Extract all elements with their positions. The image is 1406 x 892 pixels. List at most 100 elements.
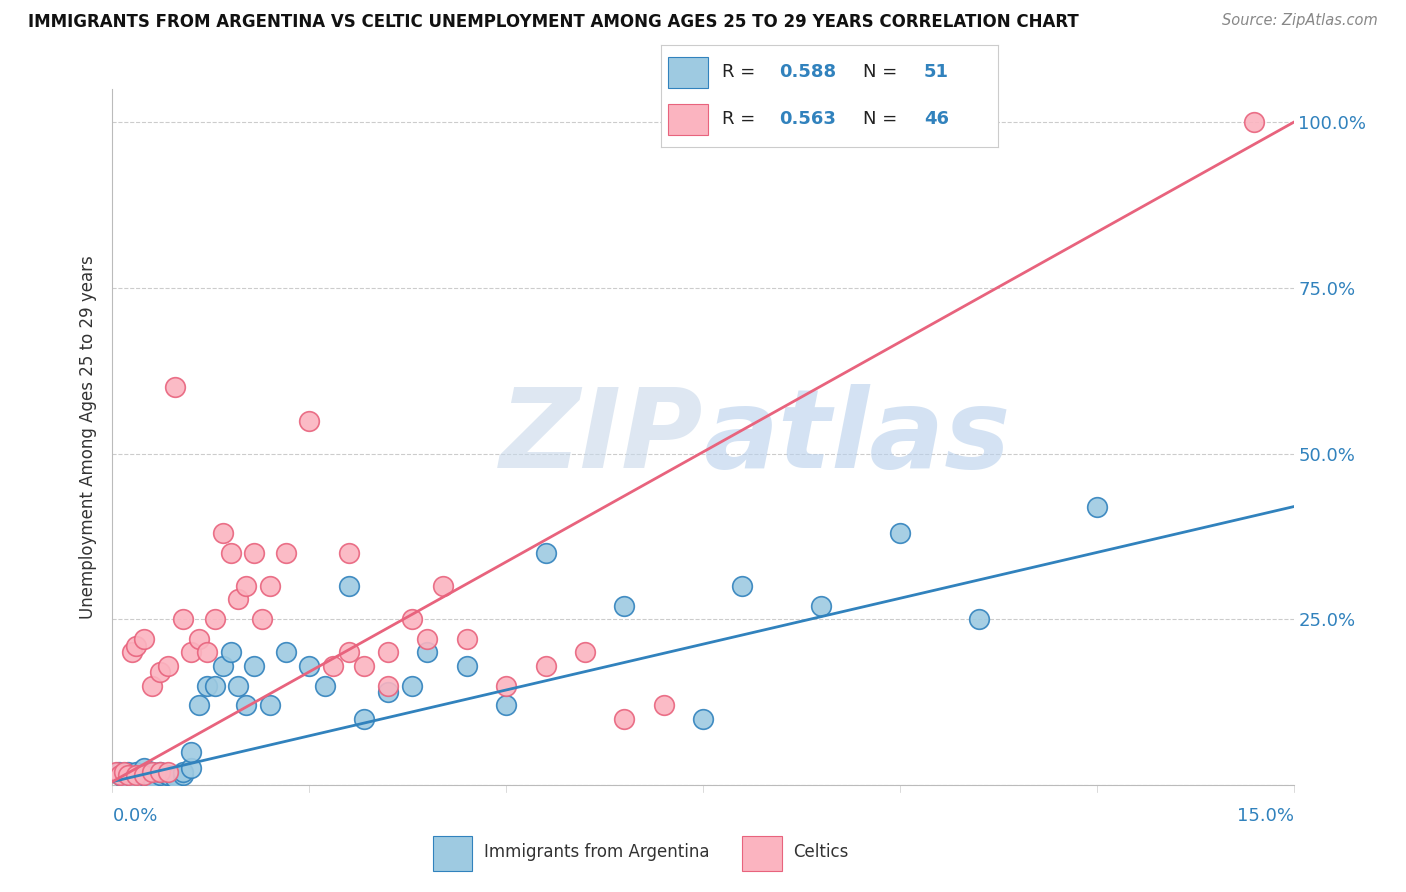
Point (401, 679, 423, 693)
Text: 15.0%: 15.0% (1236, 807, 1294, 825)
Point (298, 658, 321, 673)
Text: Immigrants from Argentina: Immigrants from Argentina (484, 843, 709, 861)
Text: 0.563: 0.563 (779, 111, 835, 128)
Point (274, 546, 297, 560)
Bar (668, 57, 709, 87)
Point (172, 764, 194, 779)
Text: ZIP: ZIP (499, 384, 703, 491)
Text: 46: 46 (924, 111, 949, 128)
Text: IMMIGRANTS FROM ARGENTINA VS CELTIC UNEMPLOYMENT AMONG AGES 25 TO 29 YEARS CORRE: IMMIGRANTS FROM ARGENTINA VS CELTIC UNEM… (28, 13, 1078, 31)
Text: N =: N = (863, 63, 903, 81)
Point (692, 712, 714, 726)
Point (534, 658, 557, 673)
Text: N =: N = (863, 111, 903, 128)
Point (495, 679, 517, 693)
Point (889, 526, 911, 541)
Point (259, 579, 281, 593)
Point (574, 645, 596, 659)
Point (235, 579, 257, 593)
Point (141, 768, 163, 782)
Text: R =: R = (721, 63, 761, 81)
Point (243, 546, 266, 560)
Point (132, 768, 155, 782)
Text: R =: R = (721, 111, 761, 128)
Text: 51: 51 (924, 63, 949, 81)
Point (219, 645, 242, 659)
Point (613, 712, 636, 726)
Point (112, 772, 135, 786)
Point (377, 685, 399, 699)
Point (180, 745, 202, 759)
Point (165, 768, 187, 782)
Point (274, 645, 297, 659)
Point (172, 768, 194, 782)
Point (112, 764, 135, 779)
Point (141, 764, 163, 779)
Point (416, 632, 439, 647)
Point (250, 612, 273, 626)
Point (107, 764, 129, 779)
Point (121, 768, 143, 782)
Text: atlas: atlas (703, 384, 1011, 491)
Point (731, 579, 754, 593)
Point (401, 612, 423, 626)
Point (235, 698, 257, 713)
Point (456, 632, 478, 647)
Point (180, 645, 202, 659)
Point (259, 698, 281, 713)
Text: Source: ZipAtlas.com: Source: ZipAtlas.com (1222, 13, 1378, 29)
Bar (433, 837, 472, 871)
Text: 0.588: 0.588 (779, 63, 837, 81)
Point (149, 764, 172, 779)
Point (337, 546, 360, 560)
Point (810, 599, 832, 613)
Point (416, 645, 439, 659)
Point (121, 645, 143, 659)
Point (125, 768, 148, 782)
Point (136, 772, 159, 786)
Point (125, 774, 148, 789)
Point (377, 679, 399, 693)
Point (337, 579, 360, 593)
Point (188, 632, 211, 647)
Point (165, 380, 187, 394)
Point (149, 768, 172, 782)
Y-axis label: Unemployment Among Ages 25 to 29 years: Unemployment Among Ages 25 to 29 years (79, 255, 97, 619)
Point (172, 612, 194, 626)
Point (105, 764, 128, 779)
Point (228, 679, 250, 693)
Point (125, 639, 148, 653)
Point (534, 546, 557, 560)
Point (195, 679, 218, 693)
Point (314, 679, 336, 693)
Point (156, 658, 179, 673)
Point (967, 612, 990, 626)
Point (141, 679, 163, 693)
Point (298, 413, 321, 427)
Point (204, 612, 226, 626)
Point (322, 658, 344, 673)
Text: Celtics: Celtics (793, 843, 848, 861)
Point (243, 658, 266, 673)
Bar (742, 837, 782, 871)
Point (613, 599, 636, 613)
Point (110, 768, 132, 782)
Point (132, 632, 155, 647)
Text: 0.0%: 0.0% (112, 807, 157, 825)
Point (125, 764, 148, 779)
Point (337, 645, 360, 659)
Point (188, 698, 211, 713)
Point (1085, 500, 1108, 514)
Point (219, 546, 242, 560)
Point (156, 768, 179, 782)
Point (211, 526, 233, 541)
Point (652, 698, 675, 713)
Point (165, 772, 187, 786)
Point (156, 764, 179, 779)
Point (117, 774, 139, 789)
Point (353, 658, 375, 673)
Point (495, 698, 517, 713)
Point (141, 764, 163, 779)
Point (180, 761, 202, 775)
Point (149, 665, 172, 680)
